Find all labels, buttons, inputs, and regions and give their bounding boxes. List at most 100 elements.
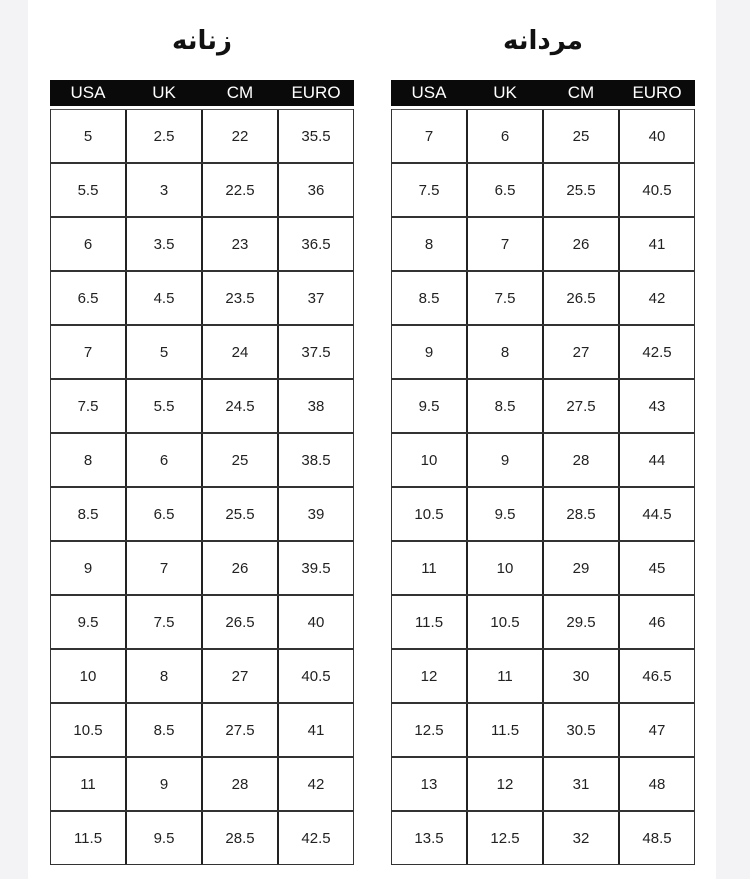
cell-euro: 36.5 [277, 218, 353, 270]
cell-cm: 25 [201, 434, 277, 486]
cell-euro: 40 [277, 596, 353, 648]
cell-euro: 39.5 [277, 542, 353, 594]
cell-cm: 32 [542, 812, 618, 864]
cell-euro: 42 [277, 758, 353, 810]
cell-uk: 7 [466, 218, 542, 270]
women-table-header: USA UK CM EURO [50, 80, 354, 106]
cell-uk: 8.5 [466, 380, 542, 432]
cell-cm: 31 [542, 758, 618, 810]
cell-euro: 47 [618, 704, 694, 756]
cell-usa: 11 [80, 775, 96, 793]
table-row: 8 7 26 41 [392, 216, 694, 270]
cell-usa: 9 [83, 559, 93, 577]
cell-uk: 5.5 [125, 380, 201, 432]
table-row: 11.5 9.5 28.5 42.5 [51, 810, 353, 864]
cell-euro: 42 [618, 272, 694, 324]
table-row: 10 9 28 44 [392, 432, 694, 486]
cell-euro: 42.5 [277, 812, 353, 864]
cell-usa: 8 [424, 235, 434, 253]
cell-euro: 35.5 [277, 110, 353, 162]
cell-usa: 6.5 [77, 289, 99, 307]
cell-uk: 11.5 [466, 704, 542, 756]
women-title: زنانه [171, 26, 233, 56]
cell-usa: 9.5 [77, 613, 99, 631]
header-uk: UK [493, 83, 517, 102]
table-row: 8.5 7.5 26.5 42 [392, 270, 694, 324]
cell-usa: 5 [83, 127, 93, 145]
cell-uk: 11 [466, 650, 542, 702]
cell-cm: 24.5 [201, 380, 277, 432]
cell-euro: 40.5 [618, 164, 694, 216]
cell-cm: 27.5 [201, 704, 277, 756]
cell-uk: 9.5 [466, 488, 542, 540]
table-row: 8.5 6.5 25.5 39 [51, 486, 353, 540]
cell-uk: 6.5 [125, 488, 201, 540]
cell-cm: 28 [542, 434, 618, 486]
cell-cm: 30 [542, 650, 618, 702]
cell-cm: 28.5 [201, 812, 277, 864]
cell-usa: 11.5 [414, 613, 444, 631]
header-euro: EURO [291, 83, 341, 102]
table-row: 9.5 7.5 26.5 40 [51, 594, 353, 648]
table-row: 11 10 29 45 [392, 540, 694, 594]
cell-usa: 8 [83, 451, 93, 469]
size-chart-sheet [28, 0, 716, 879]
cell-usa: 12 [420, 667, 438, 685]
cell-cm: 29 [542, 542, 618, 594]
table-row: 7.5 6.5 25.5 40.5 [392, 162, 694, 216]
cell-euro: 41 [277, 704, 353, 756]
cell-uk: 10 [466, 542, 542, 594]
cell-cm: 22 [201, 110, 277, 162]
cell-usa: 8.5 [77, 505, 99, 523]
cell-usa: 13.5 [414, 829, 444, 847]
cell-cm: 25 [542, 110, 618, 162]
table-row: 12 11 30 46.5 [392, 648, 694, 702]
table-row: 10.5 8.5 27.5 41 [51, 702, 353, 756]
cell-uk: 8.5 [125, 704, 201, 756]
cell-euro: 43 [618, 380, 694, 432]
table-row: 9 8 27 42.5 [392, 324, 694, 378]
cell-usa: 5.5 [77, 181, 99, 199]
cell-uk: 7.5 [125, 596, 201, 648]
cell-uk: 7.5 [466, 272, 542, 324]
cell-usa: 8.5 [418, 289, 440, 307]
cell-uk: 6.5 [466, 164, 542, 216]
cell-usa: 13 [420, 775, 438, 793]
cell-euro: 45 [618, 542, 694, 594]
cell-usa: 10.5 [73, 721, 103, 739]
men-table-body: 7 6 25 40 7.5 6.5 25.5 40.5 8 7 26 41 8.5 7.5 26.5 42 9 8… [391, 109, 695, 865]
cell-uk: 10.5 [466, 596, 542, 648]
table-row: 7 5 24 37.5 [51, 324, 353, 378]
table-row: 5.5 3 22.5 36 [51, 162, 353, 216]
cell-usa: 10 [79, 667, 97, 685]
men-size-table: USA UK CM EURO 7 6 25 40 7.5 6.5 25.5 40.5 8 7 26 4… [391, 80, 695, 865]
table-row: 9.5 8.5 27.5 43 [392, 378, 694, 432]
cell-uk: 9 [466, 434, 542, 486]
cell-cm: 27.5 [542, 380, 618, 432]
cell-usa: 12.5 [414, 721, 444, 739]
table-row: 7 6 25 40 [392, 109, 694, 162]
cell-cm: 30.5 [542, 704, 618, 756]
cell-usa: 9 [424, 343, 434, 361]
header-euro: EURO [632, 83, 682, 102]
cell-cm: 29.5 [542, 596, 618, 648]
cell-uk: 8 [125, 650, 201, 702]
cell-usa: 7.5 [418, 181, 440, 199]
cell-cm: 25.5 [542, 164, 618, 216]
table-row: 12.5 11.5 30.5 47 [392, 702, 694, 756]
cell-usa: 9.5 [418, 397, 440, 415]
table-row: 9 7 26 39.5 [51, 540, 353, 594]
cell-cm: 24 [201, 326, 277, 378]
cell-uk: 2.5 [125, 110, 201, 162]
table-row: 6 3.5 23 36.5 [51, 216, 353, 270]
header-usa: USA [70, 83, 106, 102]
cell-usa: 11 [421, 559, 437, 577]
table-row: 10 8 27 40.5 [51, 648, 353, 702]
table-row: 8 6 25 38.5 [51, 432, 353, 486]
cell-euro: 40.5 [277, 650, 353, 702]
cell-cm: 26.5 [542, 272, 618, 324]
women-table-body: 5 2.5 22 35.5 5.5 3 22.5 36 6 3.5 23 36.5 6.5 4.5 23.5… [50, 109, 354, 865]
cell-euro: 38.5 [277, 434, 353, 486]
cell-euro: 38 [277, 380, 353, 432]
cell-uk: 5 [125, 326, 201, 378]
